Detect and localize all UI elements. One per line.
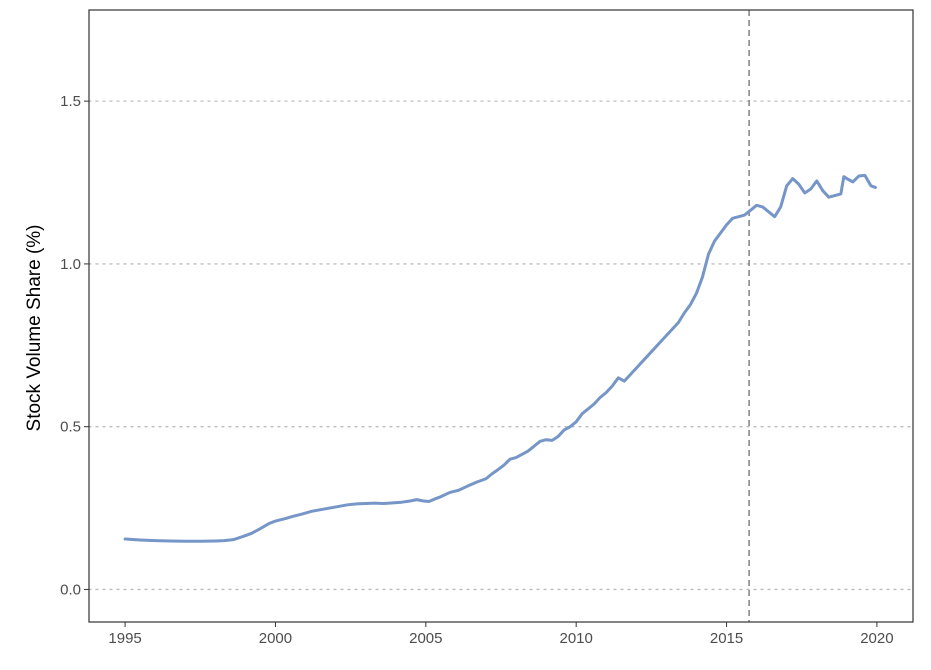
series-layer bbox=[123, 173, 877, 543]
x-tick-label-1: 2000 bbox=[259, 630, 292, 647]
x-tick-label-3: 2010 bbox=[559, 630, 592, 647]
series-line-0 bbox=[123, 173, 877, 543]
y-tick-label-2: 1.0 bbox=[60, 256, 81, 273]
y-axis: 0.0 0.5 1.0 1.5 bbox=[60, 93, 89, 598]
x-tick-label-0: 1995 bbox=[108, 630, 141, 647]
y-tick-label-0: 0.0 bbox=[60, 581, 81, 598]
plot-panel-border bbox=[88, 9, 914, 623]
y-axis-title: Stock Volume Share (%) bbox=[24, 225, 45, 432]
y-tick-label-1: 0.5 bbox=[60, 419, 81, 436]
x-axis: 1995 2000 2005 2010 2015 2020 bbox=[108, 622, 894, 647]
x-tick-label-5: 2020 bbox=[860, 630, 893, 647]
y-tick-label-3: 1.5 bbox=[60, 93, 81, 110]
x-tick-label-4: 2015 bbox=[710, 630, 743, 647]
gridlines bbox=[88, 100, 914, 591]
x-tick-label-2: 2005 bbox=[409, 630, 442, 647]
